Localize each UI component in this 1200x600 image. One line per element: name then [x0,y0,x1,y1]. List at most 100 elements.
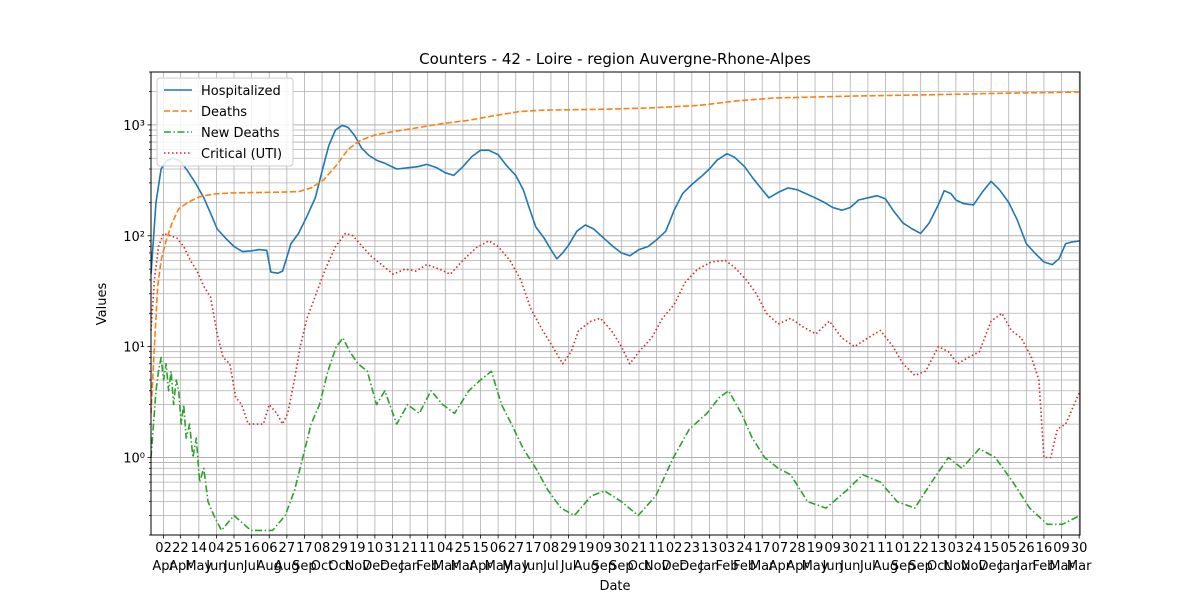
x-tick-day: 15 [472,541,489,556]
x-tick-day: 26 [1018,541,1035,556]
x-tick-day: 22 [172,541,189,556]
x-tick-day: 05 [1000,541,1017,556]
x-tick-day: 31 [384,541,401,556]
x-tick-day: 04 [437,541,454,556]
x-tick-day: 16 [243,541,260,556]
x-tick-month: May [502,559,529,574]
x-tick-month: Feb [733,559,756,574]
x-tick-day: 13 [930,541,947,556]
x-tick-day: 17 [296,541,313,556]
x-tick-month: Nov [644,559,670,574]
x-tick-day: 23 [684,541,701,556]
legend-label: Hospitalized [201,84,281,99]
x-tick-month: Apr [786,559,809,574]
x-tick-day: 30 [842,541,859,556]
x-tick-day: 03 [948,541,965,556]
x-tick-month: Sep [908,559,933,574]
x-tick-month: Oct [311,559,333,574]
x-tick-month: Jun [522,559,543,574]
x-tick-day: 27 [507,541,524,556]
x-tick-day: 02 [666,541,683,556]
x-tick-day: 19 [349,541,366,556]
x-tick-month: Apr [469,559,492,574]
y-tick-label: 10⁰ [123,452,145,467]
x-tick-month: Oct [927,559,949,574]
x-tick-month: May [802,559,829,574]
x-tick-month: Jan [399,559,420,574]
x-tick-month: Jan [998,559,1019,574]
x-tick-day: 19 [578,541,595,556]
x-tick-month: Apr [169,559,192,574]
x-tick-day: 25 [226,541,243,556]
x-tick-month: Jun [822,559,843,574]
x-tick-day: 25 [455,541,472,556]
x-tick-day: 27 [279,541,296,556]
x-tick-day: 11 [419,541,436,556]
x-tick-month: Feb [715,559,738,574]
x-axis: 02 Apr 22 Apr 14 May 04 Jun 25 Jun 16 Jul 06 Aug 27 Aug… [152,535,1092,574]
legend: Hospitalized Deaths New Deaths Critical (UT… [156,77,294,167]
x-tick-month: Jun [839,559,860,574]
x-tick-day: 15 [983,541,1000,556]
x-tick-day: 17 [754,541,771,556]
x-tick-day: 29 [560,541,577,556]
x-tick-month: Jul [560,559,577,574]
y-tick-label: 10¹ [123,341,145,356]
x-tick-month: Sep [891,559,916,574]
series-group [150,91,1081,532]
x-tick-day: 21 [402,541,419,556]
x-tick-day: 07 [772,541,789,556]
x-tick-month: Sep [292,559,317,574]
x-tick-month: Mar [1049,559,1074,574]
x-tick-month: Aug [573,559,598,574]
x-tick-day: 21 [631,541,648,556]
x-tick-month: Dec [979,559,1004,574]
x-tick-day: 16 [1036,541,1053,556]
x-tick-day: 09 [824,541,841,556]
chart-title: Counters - 42 - Loire - region Auvergne-… [419,50,811,68]
x-tick-month: Apr [152,559,175,574]
grid [151,71,1080,536]
x-tick-month: Dec [662,559,687,574]
legend-label: Critical (UTI) [201,147,282,162]
x-tick-day: 10 [367,541,384,556]
x-tick-day: 04 [208,541,225,556]
series-line-3 [150,232,1081,459]
x-tick-month: Oct [628,559,650,574]
x-tick-day: 14 [191,541,208,556]
x-tick-month: Jul [542,559,559,574]
x-tick-day: 08 [314,541,331,556]
x-tick-month: Dec [380,559,405,574]
x-tick-month: Jun [223,559,244,574]
x-tick-month: Sep [609,559,634,574]
x-tick-day: 30 [1071,541,1088,556]
x-tick-month: Oct [328,559,350,574]
x-tick-month: Nov [961,559,987,574]
x-tick-month: Aug [873,559,898,574]
x-tick-day: 09 [595,541,612,556]
legend-label: New Deaths [201,126,280,141]
x-tick-month: Aug [257,559,282,574]
legend-label: Deaths [201,105,247,120]
x-tick-month: May [485,559,512,574]
x-tick-month: Feb [416,559,439,574]
y-axis: 10⁰ 10¹ 10² 10³ [123,71,151,536]
x-tick-month: Aug [274,559,299,574]
x-tick-day: 28 [789,541,806,556]
series-line-0 [150,124,1081,275]
x-tick-day: 03 [719,541,736,556]
x-tick-month: Dec [679,559,704,574]
x-tick-month: Jul [243,559,260,574]
x-tick-month: Jan [1015,559,1036,574]
y-tick-label: 10² [123,230,145,245]
y-tick-label: 10³ [123,119,145,134]
x-tick-day: 02 [155,541,172,556]
x-tick-month: Nov [345,559,371,574]
x-tick-day: 06 [490,541,507,556]
plot-frame [150,71,1081,536]
x-tick-day: 30 [613,541,630,556]
y-axis-label: Values [95,283,110,326]
x-tick-month: Jan [698,559,719,574]
x-tick-month: Sep [592,559,617,574]
